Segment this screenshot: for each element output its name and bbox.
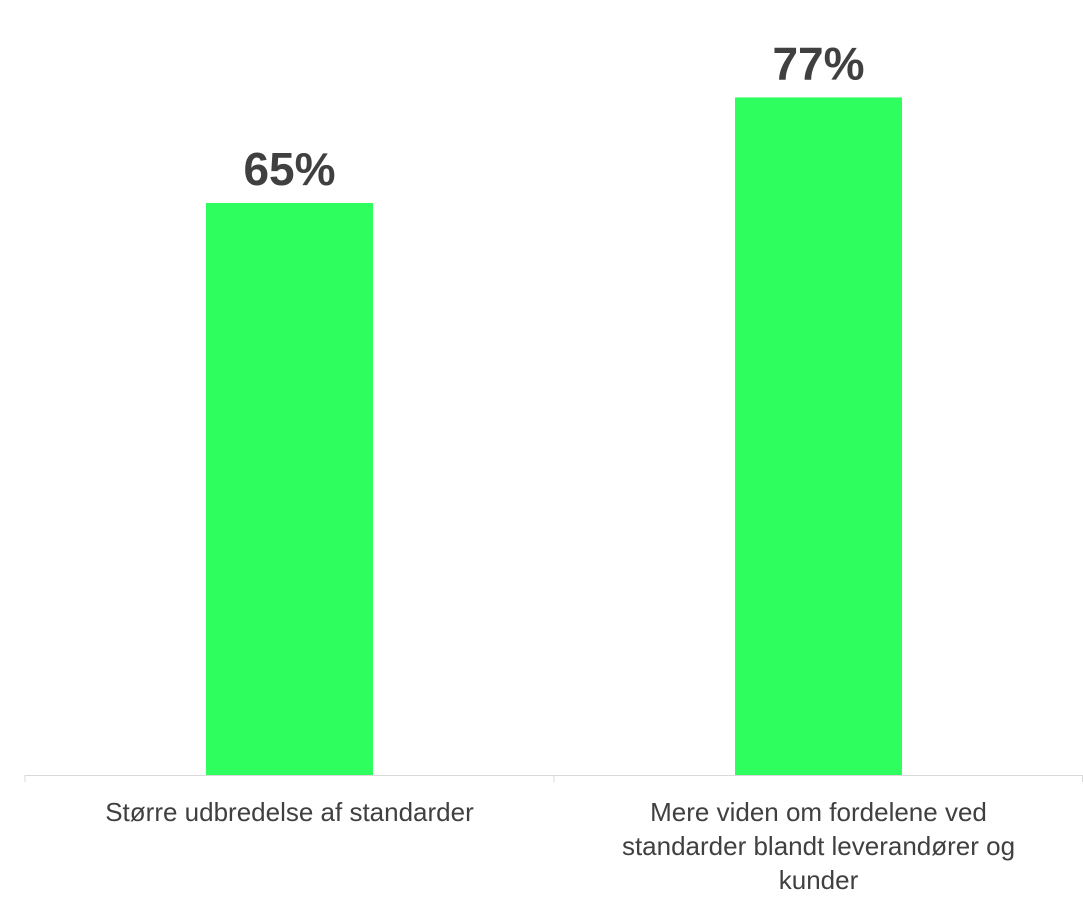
- x-axis: [24, 775, 1083, 782]
- bars-layer: [206, 97, 902, 775]
- bar-0: [206, 203, 373, 775]
- x-tick-label-1: Mere viden om fordelene ved standarder b…: [621, 797, 1016, 895]
- data-labels: 65% 77%: [243, 37, 864, 195]
- x-tick-label-0: Større udbredelse af standarder: [105, 797, 474, 827]
- data-label-0: 65%: [243, 143, 335, 195]
- data-label-1: 77%: [772, 37, 864, 89]
- bar-1: [735, 97, 902, 775]
